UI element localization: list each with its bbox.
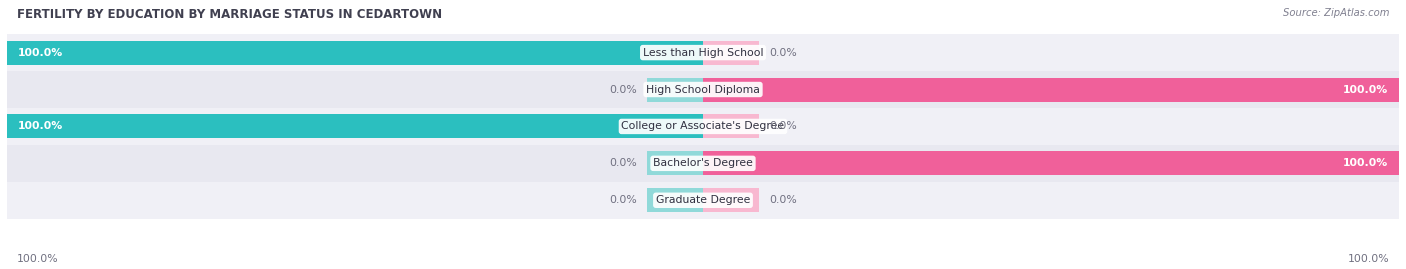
Text: Graduate Degree: Graduate Degree (655, 195, 751, 205)
Bar (7, 114, 703, 139)
Text: 100.0%: 100.0% (17, 254, 59, 264)
Text: 100.0%: 100.0% (1343, 158, 1389, 168)
Bar (7, 34, 1399, 71)
Text: Less than High School: Less than High School (643, 48, 763, 58)
Bar (647, 188, 703, 212)
Text: 0.0%: 0.0% (609, 158, 637, 168)
Text: 100.0%: 100.0% (1347, 254, 1389, 264)
Text: 0.0%: 0.0% (769, 195, 797, 205)
Bar (7, 108, 1399, 145)
Bar (7, 41, 703, 65)
Text: College or Associate's Degree: College or Associate's Degree (621, 121, 785, 132)
Bar (7, 182, 1399, 219)
Bar (703, 188, 759, 212)
Bar (703, 151, 1399, 175)
Bar (703, 77, 1399, 101)
Text: 100.0%: 100.0% (1343, 84, 1389, 94)
Bar (7, 145, 1399, 182)
Bar (647, 151, 703, 175)
Text: 100.0%: 100.0% (17, 121, 63, 132)
Text: Source: ZipAtlas.com: Source: ZipAtlas.com (1282, 8, 1389, 18)
Text: 100.0%: 100.0% (17, 48, 63, 58)
Text: 0.0%: 0.0% (769, 121, 797, 132)
Text: FERTILITY BY EDUCATION BY MARRIAGE STATUS IN CEDARTOWN: FERTILITY BY EDUCATION BY MARRIAGE STATU… (17, 8, 441, 21)
Text: 0.0%: 0.0% (609, 84, 637, 94)
Text: 0.0%: 0.0% (769, 48, 797, 58)
Bar (703, 114, 759, 139)
Bar (703, 41, 759, 65)
Text: Bachelor's Degree: Bachelor's Degree (652, 158, 754, 168)
Bar (647, 77, 703, 101)
Bar (7, 71, 1399, 108)
Text: 0.0%: 0.0% (609, 195, 637, 205)
Text: High School Diploma: High School Diploma (647, 84, 759, 94)
